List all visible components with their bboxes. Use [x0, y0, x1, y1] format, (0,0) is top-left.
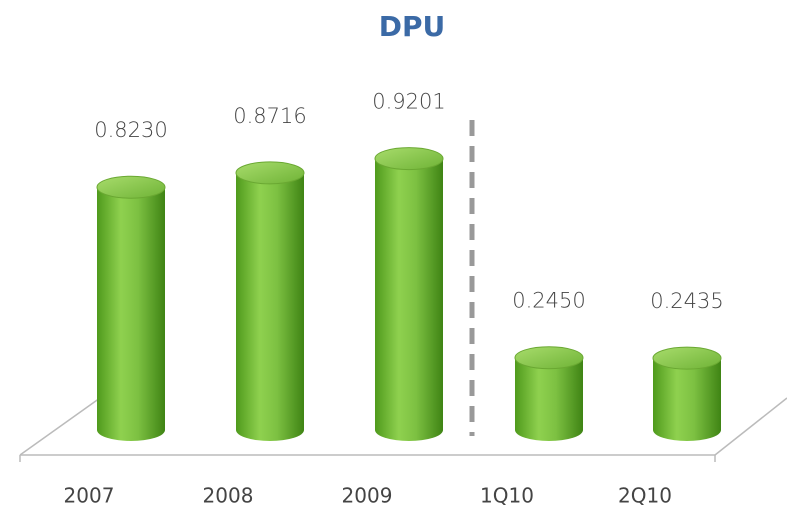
cylinder-top	[652, 346, 722, 370]
cylinder	[653, 358, 721, 441]
x-tick-label: 2009	[342, 484, 393, 508]
value-label: 0.8716	[233, 104, 306, 128]
x-tick-label: 1Q10	[480, 484, 534, 508]
cylinder-top	[96, 175, 166, 199]
cylinder-top	[235, 161, 305, 185]
cylinder	[236, 172, 304, 442]
cylinder-top	[374, 147, 444, 171]
cylinder	[97, 187, 165, 441]
value-label: 0.2435	[650, 289, 723, 313]
value-label: 0.9201	[372, 90, 445, 114]
x-tick-label: 2007	[64, 484, 115, 508]
x-tick-label: 2008	[203, 484, 254, 508]
value-label: 0.2450	[512, 289, 585, 313]
cylinder	[515, 357, 583, 441]
chart-title: DPU	[379, 10, 446, 43]
x-tick-label: 2Q10	[618, 484, 672, 508]
cylinder	[375, 158, 443, 441]
floor	[19, 397, 787, 462]
cylinder-top	[514, 346, 584, 370]
value-label: 0.8230	[94, 118, 167, 142]
